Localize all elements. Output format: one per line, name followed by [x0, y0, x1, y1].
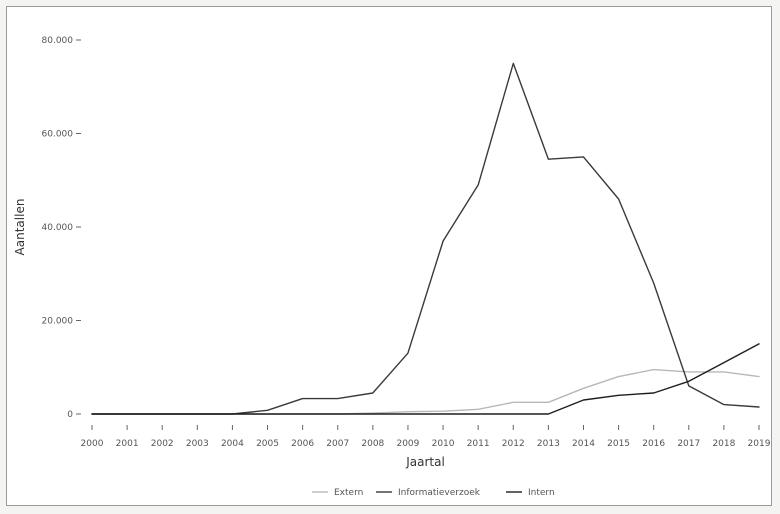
x-tick-label: 2010	[432, 439, 455, 449]
x-tick-label: 2005	[256, 439, 279, 449]
x-tick-label: 2011	[467, 439, 490, 449]
legend-label-informatieverzoek: Informatieverzoek	[398, 488, 481, 498]
y-tick-label: 80.000	[42, 36, 74, 46]
x-tick-label: 2007	[326, 439, 349, 449]
series-line-intern	[91, 343, 760, 415]
x-tick-label: 2003	[186, 439, 209, 449]
x-tick-label: 2015	[607, 439, 630, 449]
x-tick-label: 2017	[677, 439, 700, 449]
x-tick-label: 2009	[396, 439, 419, 449]
x-tick-label: 2000	[81, 439, 104, 449]
x-tick-label: 2013	[537, 439, 560, 449]
x-tick-label: 2002	[151, 439, 174, 449]
y-tick-label: 40.000	[42, 223, 74, 233]
x-tick-label: 2001	[116, 439, 139, 449]
x-tick-label: 2016	[642, 439, 665, 449]
y-axis-title: Aantallen	[13, 199, 27, 256]
legend-label-intern: Intern	[528, 488, 555, 498]
y-tick-label: 60.000	[42, 130, 74, 140]
chart-frame	[6, 6, 772, 506]
y-tick-label: 20.000	[42, 317, 74, 327]
x-tick-label: 2018	[712, 439, 735, 449]
x-tick-label: 2008	[361, 439, 384, 449]
x-tick-label: 2006	[291, 439, 314, 449]
y-tick-label: 0	[67, 410, 73, 420]
series-line-informatieverzoek	[91, 62, 760, 415]
x-axis-title: Jaartal	[405, 455, 445, 469]
x-tick-label: 2019	[748, 439, 771, 449]
x-tick-label: 2004	[221, 439, 244, 449]
x-tick-label: 2012	[502, 439, 525, 449]
x-tick-label: 2014	[572, 439, 595, 449]
legend-label-extern: Extern	[334, 488, 363, 498]
